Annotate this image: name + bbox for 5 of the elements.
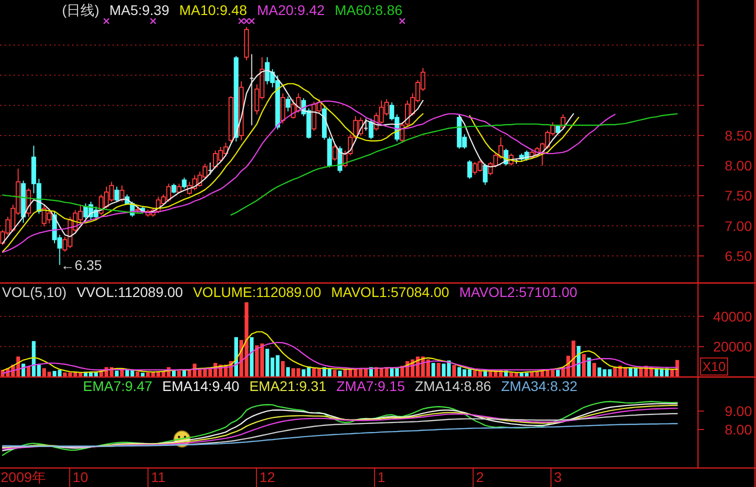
- title: VOL(5,10): [2, 284, 67, 300]
- annotation: ←6.35: [60, 256, 102, 273]
- note: VVOL:112089.00: [76, 284, 183, 300]
- note: VOLUME:112089.00: [192, 284, 322, 300]
- title: (日线): [62, 2, 100, 18]
